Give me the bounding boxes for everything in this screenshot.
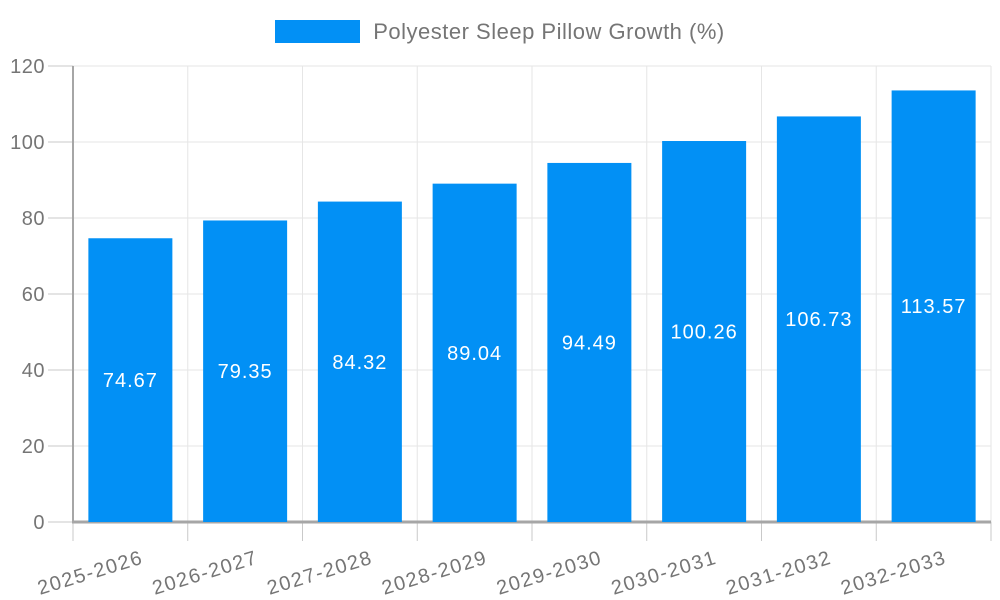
legend-item[interactable]: Polyester Sleep Pillow Growth (%) bbox=[0, 20, 1000, 43]
bar-value-label: 74.67 bbox=[103, 370, 158, 392]
bar-value-label: 84.32 bbox=[332, 352, 387, 374]
bar-2028-2029[interactable] bbox=[432, 183, 517, 522]
x-tick-label: 2032-2033 bbox=[838, 547, 949, 600]
y-tick-label: 60 bbox=[22, 284, 45, 306]
x-tick-label: 2025-2026 bbox=[35, 547, 146, 600]
y-tick-label: 100 bbox=[10, 132, 45, 154]
bar-2026-2027[interactable] bbox=[203, 220, 288, 522]
bar-2032-2033[interactable] bbox=[891, 90, 976, 523]
bar-2031-2032[interactable] bbox=[776, 116, 861, 523]
x-tick-label: 2031-2032 bbox=[724, 547, 835, 600]
bar-value-label: 100.26 bbox=[671, 322, 738, 344]
y-tick-label: 80 bbox=[22, 208, 45, 230]
y-tick-label: 40 bbox=[22, 360, 45, 382]
bar-value-label: 79.35 bbox=[218, 361, 273, 383]
x-tick-label: 2029-2030 bbox=[494, 547, 605, 600]
bar-value-label: 113.57 bbox=[901, 296, 967, 318]
bar-2030-2031[interactable] bbox=[662, 141, 747, 522]
y-tick-label: 20 bbox=[22, 436, 45, 458]
bar-value-label: 94.49 bbox=[562, 332, 617, 354]
bar-value-label: 89.04 bbox=[447, 343, 502, 365]
bar-2025-2026[interactable] bbox=[88, 238, 173, 522]
y-tick-label: 120 bbox=[10, 56, 45, 78]
bar-value-label: 106.73 bbox=[785, 309, 852, 331]
bar-2027-2028[interactable] bbox=[317, 201, 402, 523]
legend-swatch bbox=[275, 20, 361, 43]
x-tick-label: 2030-2031 bbox=[609, 547, 720, 600]
x-tick-label: 2028-2029 bbox=[379, 547, 490, 600]
legend-label: Polyester Sleep Pillow Growth (%) bbox=[373, 19, 725, 44]
x-tick-label: 2027-2028 bbox=[265, 547, 376, 600]
y-tick-label: 0 bbox=[33, 512, 45, 534]
x-tick-label: 2026-2027 bbox=[150, 547, 261, 600]
bar-2029-2030[interactable] bbox=[547, 162, 632, 523]
